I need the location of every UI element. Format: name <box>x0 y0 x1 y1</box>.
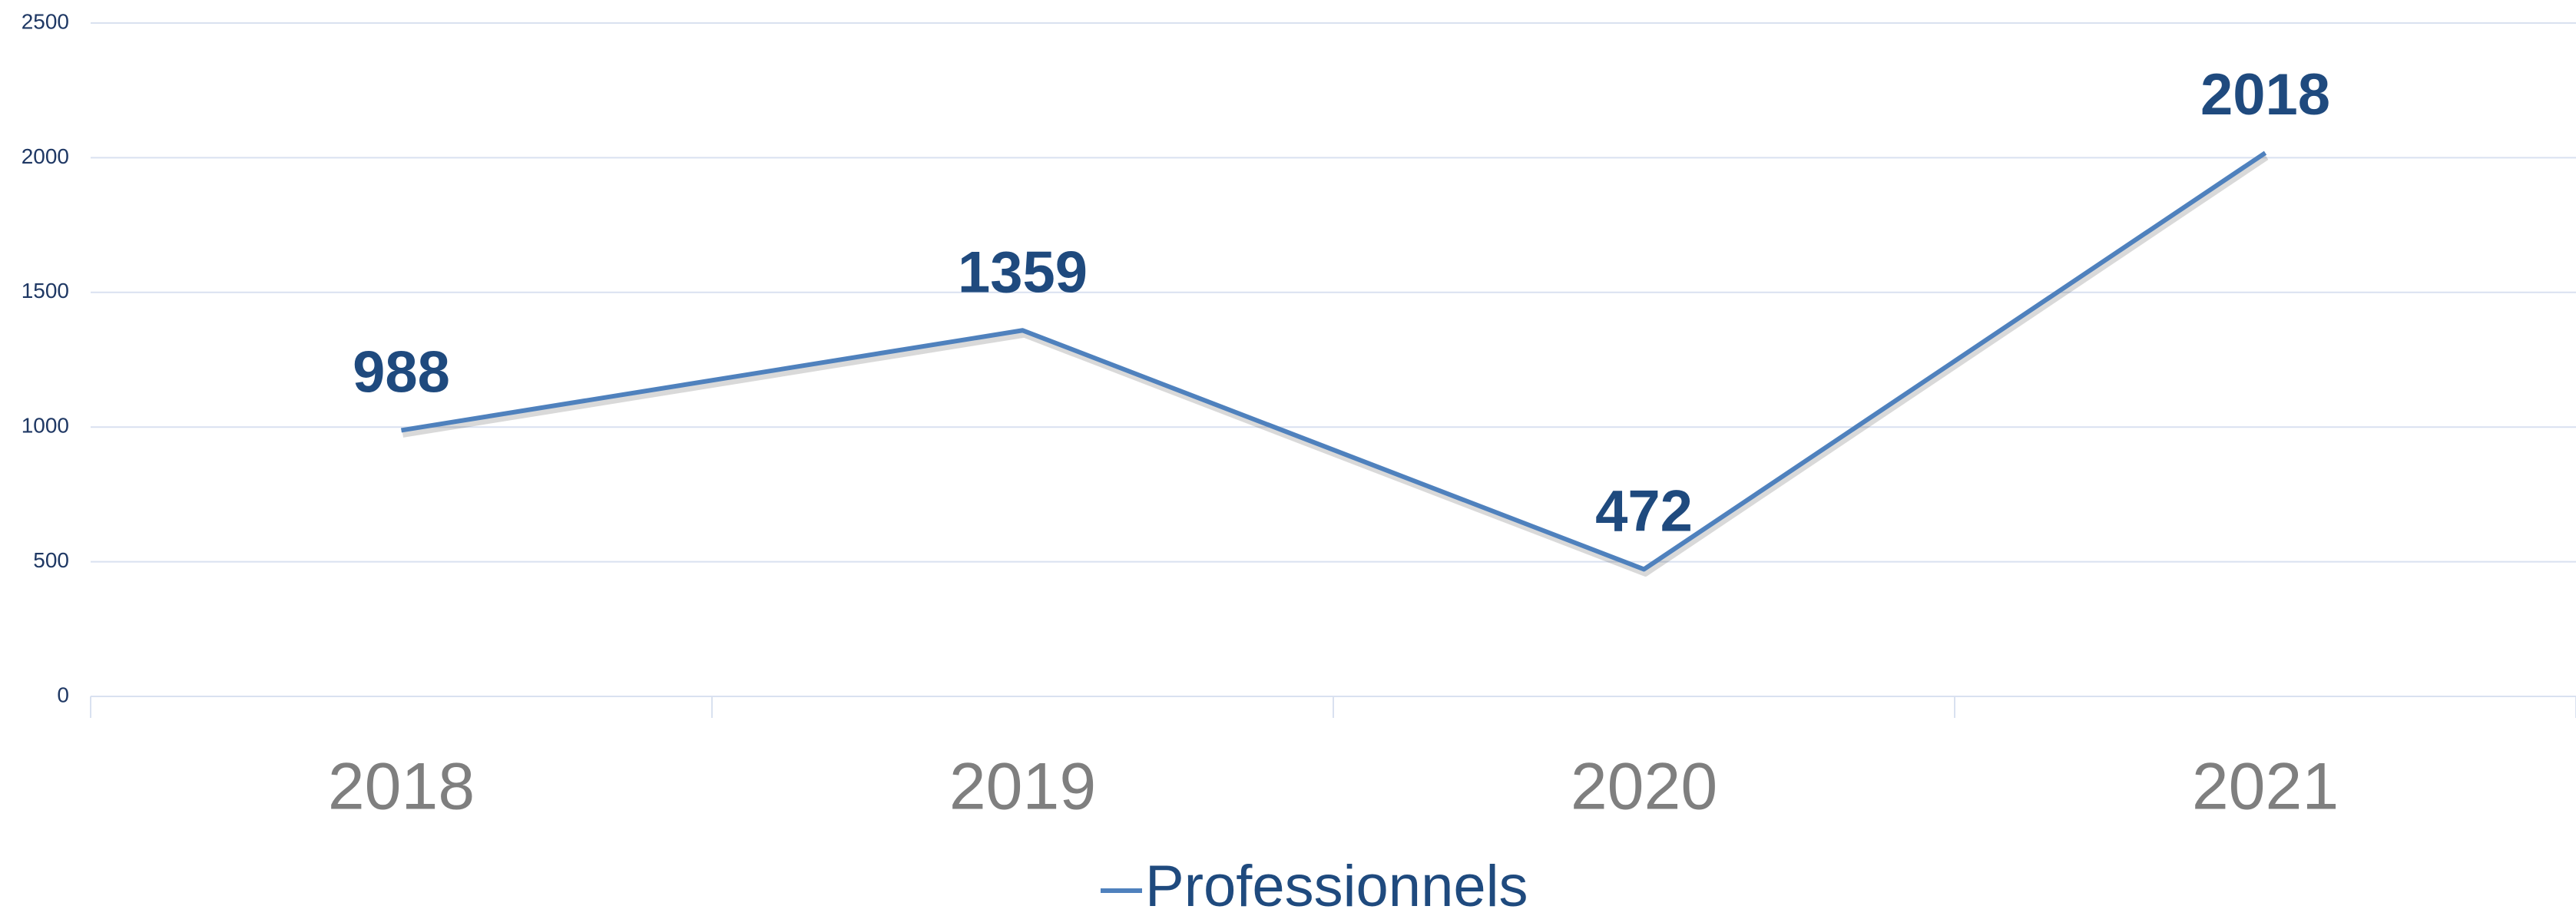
data-label: 1359 <box>958 240 1088 305</box>
y-tick-label: 500 <box>33 548 69 572</box>
x-tick-label: 2019 <box>949 750 1096 824</box>
line-shadow <box>402 155 2269 577</box>
x-tick-label: 2018 <box>328 750 475 824</box>
y-tick-label: 2000 <box>22 144 69 168</box>
line <box>401 150 2267 572</box>
data-label: 2018 <box>2200 62 2330 127</box>
y-tick-label: 1000 <box>22 414 69 438</box>
data-label: 988 <box>353 339 450 405</box>
x-tick-label: 2020 <box>1571 750 1717 824</box>
legend-label: Professionnels <box>1145 854 1528 916</box>
data-label: 472 <box>1595 479 1693 544</box>
y-tick-label: 2500 <box>22 9 69 33</box>
y-tick-label: 1500 <box>22 279 69 303</box>
y-tick-label: 0 <box>57 683 69 706</box>
x-tick-label: 2021 <box>2192 750 2339 824</box>
